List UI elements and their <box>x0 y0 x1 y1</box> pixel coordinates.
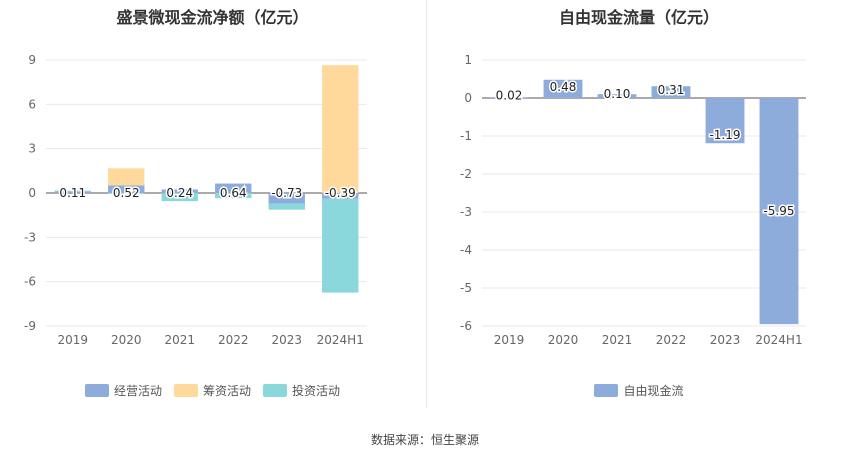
legend-item[interactable]: 经营活动 <box>84 382 162 399</box>
panel-divider <box>426 0 427 408</box>
bar-投资活动 <box>215 193 252 199</box>
legend-swatch <box>173 384 198 397</box>
bar-投资活动 <box>108 193 145 194</box>
x-tick-label: 2024H1 <box>755 333 802 347</box>
data-label: 0.10 <box>604 87 631 101</box>
y-tick-label: 1 <box>464 53 472 67</box>
x-tick-label: 2023 <box>710 333 741 347</box>
x-tick-label: 2022 <box>218 333 249 347</box>
y-tick-label: -2 <box>460 167 472 181</box>
data-label: -0.73 <box>271 186 302 200</box>
data-label: 0.52 <box>113 186 140 200</box>
y-tick-label: -5 <box>460 281 472 295</box>
data-label: -5.95 <box>763 204 794 218</box>
data-label: -0.39 <box>325 186 356 200</box>
legend-item[interactable]: 自由现金流 <box>594 382 684 399</box>
data-label: 0.31 <box>658 83 685 97</box>
x-tick-label: 2021 <box>164 333 195 347</box>
x-tick-label: 2022 <box>656 333 687 347</box>
data-label: 0.24 <box>166 186 193 200</box>
bar-自由现金流 <box>759 98 799 325</box>
y-tick-label: 6 <box>28 97 36 111</box>
y-tick-label: -9 <box>24 319 36 333</box>
bar-筹资活动 <box>108 168 145 186</box>
bar-经营活动 <box>268 193 305 204</box>
y-tick-label: -4 <box>460 243 472 257</box>
cashflow-net-chart-panel: 盛景微现金流净额（亿元） 9 6 3 0 -3 -6 -9 2019 2020 2021 2022 2… <box>0 0 425 420</box>
bar-自由现金流 <box>705 98 745 144</box>
free-cashflow-chart: 1 0 -1 -2 -3 -4 -5 -6 2019 2020 2021 2022 2023 2024H1… <box>460 53 806 347</box>
x-tick-label: 2021 <box>602 333 633 347</box>
y-tick-label: 0 <box>464 91 472 105</box>
cashflow-net-chart: 9 6 3 0 -3 -6 -9 2019 2020 2021 2022 2023 2024H1 0.11… <box>24 53 367 347</box>
bar-自由现金流 <box>597 94 637 98</box>
x-tick-label: 2019 <box>57 333 88 347</box>
legend-swatch <box>84 384 109 397</box>
y-tick-label: 9 <box>28 53 36 67</box>
x-tick-label: 2020 <box>111 333 142 347</box>
data-source-note: 数据来源：恒生聚源 <box>370 433 479 447</box>
y-tick-label: -3 <box>24 230 36 244</box>
bar-投资活动 <box>322 198 359 293</box>
legend-item[interactable]: 筹资活动 <box>173 382 251 399</box>
data-label: 0.02 <box>496 89 523 103</box>
bar-自由现金流 <box>543 79 583 98</box>
legend-label: 自由现金流 <box>623 384 684 398</box>
chart-title: 自由现金流量（亿元） <box>558 8 719 27</box>
bar-经营活动 <box>161 189 198 193</box>
bar-投资活动 <box>54 190 91 192</box>
legend-swatch <box>594 384 619 397</box>
data-label: 0.11 <box>59 186 86 200</box>
bar-投资活动 <box>161 193 198 202</box>
y-tick-label: 3 <box>28 142 36 156</box>
legend-label: 投资活动 <box>292 384 341 398</box>
data-label: 0.48 <box>550 80 577 94</box>
legend-label: 筹资活动 <box>202 384 251 398</box>
x-tick-label: 2023 <box>271 333 302 347</box>
legend-label: 经营活动 <box>113 384 162 398</box>
chart-legend: 经营活动 筹资活动 投资活动 <box>0 382 425 399</box>
y-tick-label: -6 <box>460 319 472 333</box>
x-tick-label: 2024H1 <box>317 333 364 347</box>
bar-经营活动 <box>215 183 252 193</box>
y-tick-label: -6 <box>24 275 36 289</box>
chart-legend: 自由现金流 <box>428 382 850 399</box>
bar-经营活动 <box>108 185 145 193</box>
x-tick-label: 2020 <box>548 333 579 347</box>
bar-经营活动 <box>54 191 91 193</box>
bar-自由现金流 <box>651 86 691 98</box>
legend-swatch <box>263 384 287 397</box>
bar-经营活动 <box>322 193 359 199</box>
data-label: 0.64 <box>220 186 247 200</box>
bar-自由现金流 <box>489 97 529 98</box>
y-tick-label: -1 <box>460 129 472 143</box>
chart-title: 盛景微现金流净额（亿元） <box>116 8 309 27</box>
free-cashflow-chart-panel: 自由现金流量（亿元） 1 0 -1 -2 -3 -4 -5 -6 2019 2020 2021 202… <box>428 0 850 420</box>
bar-投资活动 <box>268 203 305 210</box>
x-tick-label: 2019 <box>494 333 525 347</box>
data-label: -1.19 <box>709 128 740 142</box>
y-tick-label: 0 <box>28 186 36 200</box>
bar-筹资活动 <box>322 65 359 193</box>
legend-item[interactable]: 投资活动 <box>263 382 340 399</box>
y-tick-label: -3 <box>460 205 472 219</box>
